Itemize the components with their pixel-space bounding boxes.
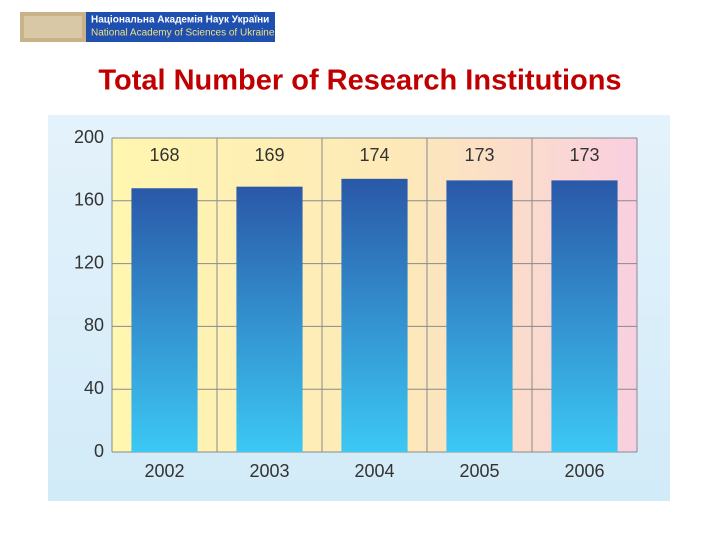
y-tick-label: 200 [74, 127, 104, 147]
y-tick-label: 80 [84, 315, 104, 335]
x-tick-label: 2005 [459, 461, 499, 481]
logo: Національна Академія Наук України Nation… [20, 12, 275, 42]
plot: 0 40 80 120 160 200 168 2002 169 2003 174 2004 173 20… [74, 127, 638, 481]
data-label: 174 [359, 145, 389, 165]
x-tick-label: 2006 [564, 461, 604, 481]
y-tick-label: 40 [84, 378, 104, 398]
logo-text-en: National Academy of Sciences of Ukraine [91, 28, 275, 39]
data-label: 173 [464, 145, 494, 165]
data-label: 173 [569, 145, 599, 165]
bar [341, 178, 408, 452]
x-tick-label: 2004 [354, 461, 394, 481]
y-tick-label: 0 [94, 441, 104, 461]
logo-banner [86, 12, 275, 42]
x-tick-label: 2002 [144, 461, 184, 481]
logo-text-uk: Національна Академія Наук України [91, 15, 269, 26]
bar [446, 180, 513, 452]
bar [551, 180, 618, 452]
bar [131, 188, 198, 453]
chart-title: Total Number of Research Institutions [98, 65, 621, 97]
data-label: 169 [254, 145, 284, 165]
x-tick-label: 2003 [249, 461, 289, 481]
y-tick-label: 160 [74, 190, 104, 210]
data-label: 168 [149, 145, 179, 165]
bar [236, 186, 303, 453]
logo-building [24, 16, 82, 38]
y-tick-label: 120 [74, 252, 104, 272]
